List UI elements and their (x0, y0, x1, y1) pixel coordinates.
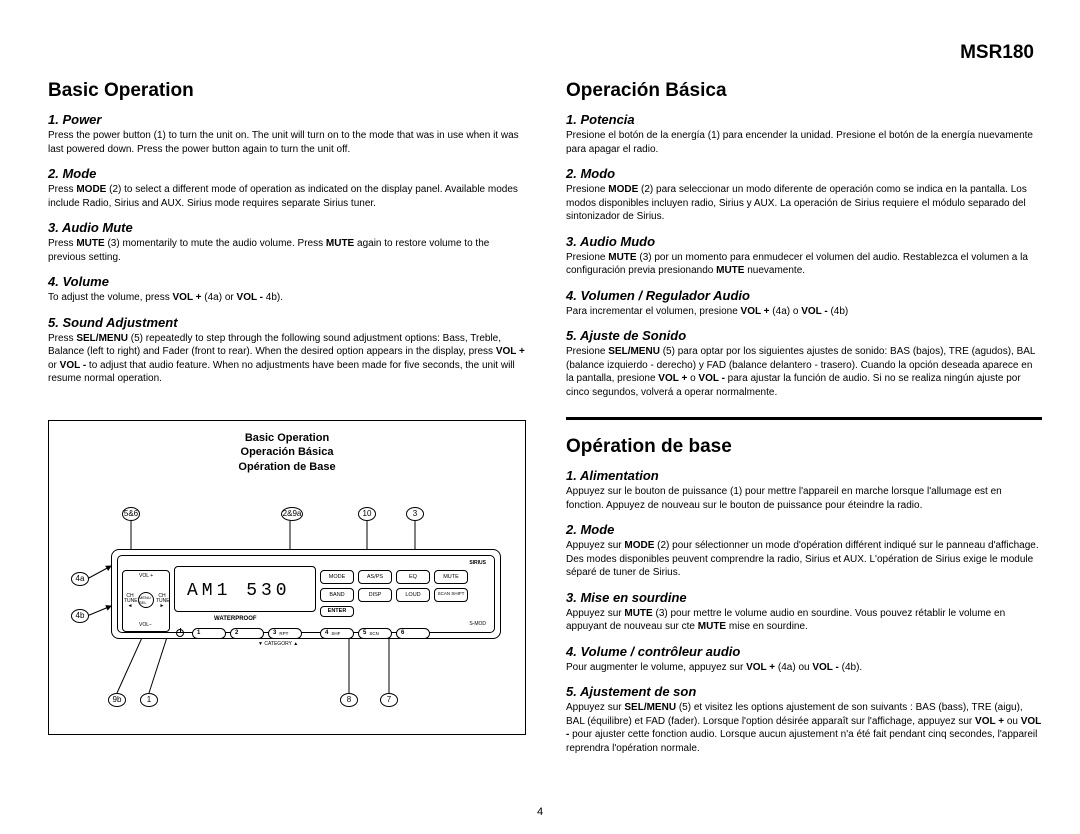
body-volume: To adjust the volume, press VOL + (4a) o… (48, 291, 526, 305)
heading-alimentation: 1. Alimentation (566, 468, 1042, 483)
menu-sel-button: MENU SEL (138, 592, 154, 608)
diagram-header-line2: Operación Básica (49, 445, 525, 460)
device-inner-border: SIRIUS MENU SEL VOL + VOL− CH TUNE ◄ CH … (117, 555, 495, 633)
body-modo: Presione MODE (2) para seleccionar un mo… (566, 183, 1042, 224)
navigation-rocker: MENU SEL VOL + VOL− CH TUNE ◄ CH TUNE ► (122, 570, 170, 632)
disp-button: DISP (358, 588, 392, 602)
callout-9b: 9b (108, 693, 126, 707)
loud-button: LOUD (396, 588, 430, 602)
heading-modo: 2. Modo (566, 166, 1042, 181)
smod-label: S-MOD (469, 621, 486, 627)
page-number: 4 (537, 806, 543, 818)
preset-3: 3RPT (268, 628, 302, 639)
body-sourdine: Appuyez sur MUTE (3) pour mettre le volu… (566, 607, 1042, 634)
heading-sound: 5. Sound Adjustment (48, 315, 526, 330)
model-number: MSR180 (960, 42, 1034, 64)
body-mode-fr: Appuyez sur MODE (2) pour sélectionner u… (566, 539, 1042, 580)
body-volume-fr: Pour augmenter le volume, appuyez sur VO… (566, 661, 1042, 675)
body-power: Press the power button (1) to turn the u… (48, 129, 526, 156)
heading-volume-fr: 4. Volume / contrôleur audio (566, 644, 1042, 659)
preset-6: 6 (396, 628, 430, 639)
callout-5and6: 5&6 (122, 507, 140, 521)
mode-button: MODE (320, 570, 354, 584)
scan-button: SCAN SHIFT (434, 588, 468, 602)
body-volumen: Para incrementar el volumen, presione VO… (566, 305, 1042, 319)
section-title-es: Operación Básica (566, 80, 1042, 102)
right-column: Operación Básica 1. Potencia Presione el… (566, 80, 1042, 759)
body-mode: Press MODE (2) to select a different mod… (48, 183, 526, 210)
body-ajustement: Appuyez sur SEL/MENU (5) et visitez les … (566, 701, 1042, 755)
preset-1: 1 (192, 628, 226, 639)
preset-4: 4SHF (320, 628, 354, 639)
preset-5: 5SCN (358, 628, 392, 639)
diagram-header-line3: Opération de Base (49, 460, 525, 475)
asps-button: AS/PS (358, 570, 392, 584)
callout-3: 3 (406, 507, 424, 521)
band-button: BAND (320, 588, 354, 602)
section-title-fr: Opération de base (566, 436, 1042, 458)
body-mudo: Presione MUTE (3) por un momento para en… (566, 251, 1042, 278)
section-title-en: Basic Operation (48, 80, 526, 102)
tune-right-label: CH TUNE ► (156, 594, 168, 609)
vol-up-label: VOL + (139, 574, 153, 579)
body-alimentation: Appuyez sur le bouton de puissance (1) p… (566, 485, 1042, 512)
callout-7: 7 (380, 693, 398, 707)
device-diagram: Basic Operation Operación Básica Opérati… (48, 420, 526, 735)
sirius-logo: SIRIUS (469, 560, 486, 566)
mute-button: MUTE (434, 570, 468, 584)
body-ajuste: Presione SEL/MENU (5) para optar por los… (566, 345, 1042, 399)
enter-button: ENTER (320, 606, 354, 617)
vol-down-label: VOL− (139, 623, 152, 628)
section-divider (566, 417, 1042, 420)
heading-ajustement: 5. Ajustement de son (566, 684, 1042, 699)
category-label: ▼ CATEGORY ▲ (258, 641, 298, 647)
eq-button: EQ (396, 570, 430, 584)
heading-volume: 4. Volume (48, 274, 526, 289)
device-body-wrap: SIRIUS MENU SEL VOL + VOL− CH TUNE ◄ CH … (75, 541, 505, 646)
heading-power: 1. Power (48, 112, 526, 127)
heading-ajuste: 5. Ajuste de Sonido (566, 328, 1042, 343)
body-sound: Press SEL/MENU (5) repeatedly to step th… (48, 332, 526, 386)
diagram-header-line1: Basic Operation (49, 431, 525, 446)
tune-left-label: CH TUNE ◄ (124, 594, 136, 609)
preset-2: 2 (230, 628, 264, 639)
heading-potencia: 1. Potencia (566, 112, 1042, 127)
device-faceplate: SIRIUS MENU SEL VOL + VOL− CH TUNE ◄ CH … (111, 549, 501, 639)
body-potencia: Presione el botón de la energía (1) para… (566, 129, 1042, 156)
body-mute: Press MUTE (3) momentarily to mute the a… (48, 237, 526, 264)
waterproof-label: WATERPROOF (214, 616, 257, 622)
diagram-header: Basic Operation Operación Básica Opérati… (49, 431, 525, 476)
heading-sourdine: 3. Mise en sourdine (566, 590, 1042, 605)
left-column: Basic Operation 1. Power Press the power… (48, 80, 526, 759)
heading-mute: 3. Audio Mute (48, 220, 526, 235)
power-icon (176, 629, 184, 637)
callout-8: 8 (340, 693, 358, 707)
lcd-display: AM1 530 (174, 566, 316, 612)
callout-1: 1 (140, 693, 158, 707)
callout-2and9a: 2&9a (281, 507, 303, 521)
heading-volumen: 4. Volumen / Regulador Audio (566, 288, 1042, 303)
heading-mode-fr: 2. Mode (566, 522, 1042, 537)
heading-mode: 2. Mode (48, 166, 526, 181)
display-text: AM1 530 (187, 581, 291, 601)
heading-mudo: 3. Audio Mudo (566, 234, 1042, 249)
callout-10: 10 (358, 507, 376, 521)
two-column-layout: Basic Operation 1. Power Press the power… (48, 80, 1042, 759)
